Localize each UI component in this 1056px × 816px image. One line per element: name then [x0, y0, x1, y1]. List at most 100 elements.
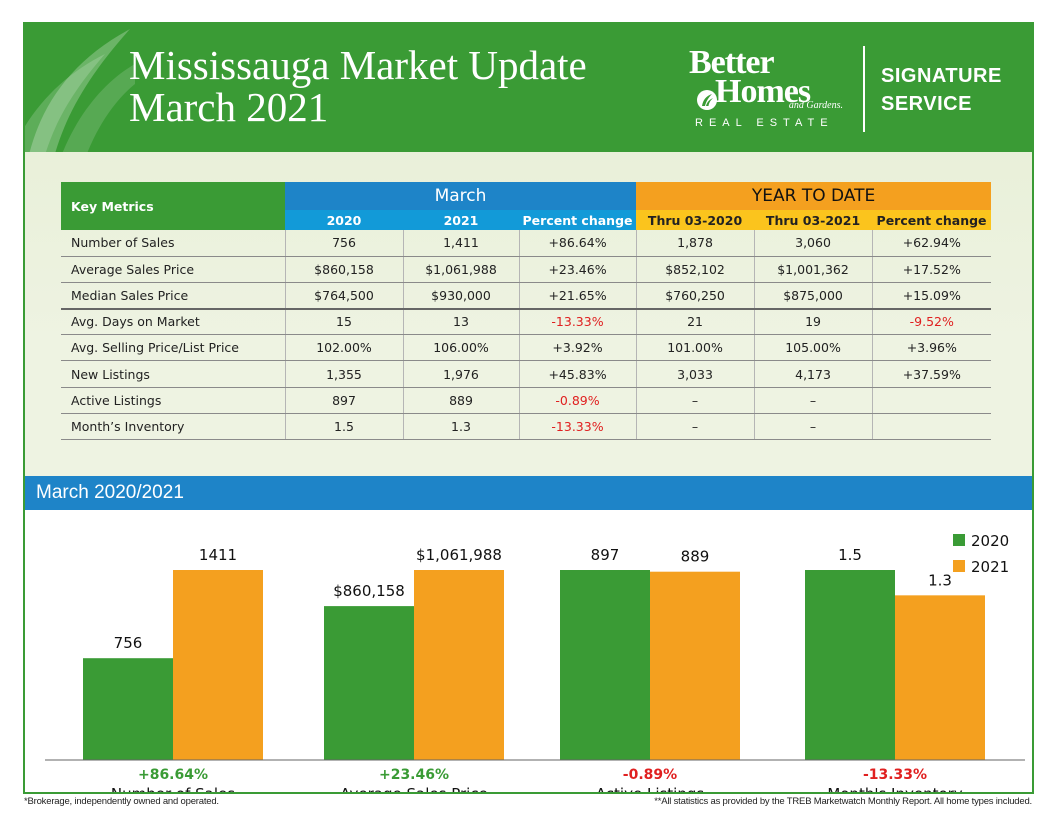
brand-line-2: Homes — [715, 73, 811, 110]
footer-statistics-note: **All statistics as provided by the TREB… — [654, 796, 1032, 807]
table-cell: 1.3 — [403, 413, 520, 441]
table-cell: +23.46% — [519, 256, 637, 283]
key-metrics-header: Key Metrics — [61, 182, 285, 230]
table-row: New Listings 1,355 1,976 +45.83% 3,033 4,173 +… — [61, 360, 992, 388]
category-label: Month's Inventory — [827, 785, 962, 794]
page-title: Mississauga Market Update March 2021 — [129, 44, 587, 128]
change-label: +23.46% — [379, 767, 449, 783]
bar-2020 — [83, 658, 173, 760]
table-row: Month’s Inventory 1.5 1.3 -13.33% – – — [61, 413, 992, 441]
ytd-group-header: YEAR TO DATE — [636, 182, 992, 210]
legend-swatch — [953, 560, 965, 572]
column-header: Percent change — [519, 210, 637, 230]
footer-brokerage-note: *Brokerage, independently owned and oper… — [24, 796, 219, 807]
bar-2020 — [805, 570, 895, 760]
metrics-body: Number of Sales 756 1,411 +86.64% 1,878 3,060… — [61, 230, 992, 441]
brand-line-1: Better — [689, 44, 775, 81]
table-cell: 1,976 — [403, 360, 520, 388]
title-line-2: March 2021 — [129, 84, 329, 130]
table-cell: $860,158 — [285, 256, 404, 283]
row-label: New Listings — [61, 360, 286, 388]
category-label: Number of Sales — [111, 785, 235, 794]
legend-label: 2020 — [971, 532, 1009, 550]
table-cell: 15 — [285, 308, 404, 336]
category-label: Active Listings — [596, 785, 705, 794]
row-label: Active Listings — [61, 387, 286, 414]
table-cell: -13.33% — [519, 413, 637, 441]
row-label: Average Sales Price — [61, 256, 286, 283]
table-cell: +15.09% — [872, 282, 992, 310]
bar-value-label: 1.3 — [928, 571, 952, 589]
bar-value-label: 1411 — [199, 546, 237, 564]
table-cell: -0.89% — [519, 387, 637, 414]
chart-area: 756 1411 +86.64% Number of Sales $860,158 $1,… — [25, 510, 1032, 794]
table-cell: -9.52% — [872, 308, 992, 336]
table-cell: 897 — [285, 387, 404, 414]
row-label: Month’s Inventory — [61, 413, 286, 441]
table-cell: -13.33% — [519, 308, 637, 336]
table-cell: 1,355 — [285, 360, 404, 388]
table-row: Active Listings 897 889 -0.89% – – — [61, 387, 992, 414]
table-cell: – — [636, 387, 755, 414]
table-cell: 101.00% — [636, 334, 755, 362]
table-cell: – — [754, 413, 873, 441]
table-cell: 102.00% — [285, 334, 404, 362]
legend-swatch — [953, 534, 965, 546]
row-label: Avg. Selling Price/List Price — [61, 334, 286, 362]
table-cell: $852,102 — [636, 256, 755, 283]
row-label: Avg. Days on Market — [61, 308, 286, 336]
table-cell: – — [754, 387, 873, 414]
table-cell: $760,250 — [636, 282, 755, 310]
table-cell — [872, 413, 992, 441]
table-cell: +45.83% — [519, 360, 637, 388]
bar-value-label: $860,158 — [333, 582, 405, 600]
change-label: -0.89% — [623, 767, 677, 783]
table-cell: 13 — [403, 308, 520, 336]
bar-value-label: $1,061,988 — [416, 546, 502, 564]
bar-2020 — [560, 570, 650, 760]
table-cell: +37.59% — [872, 360, 992, 388]
signature-line-2: SERVICE — [881, 93, 972, 115]
table-cell: $930,000 — [403, 282, 520, 310]
column-header: Thru 03-2020 — [636, 210, 755, 230]
table-cell: 3,033 — [636, 360, 755, 388]
bar-2021 — [414, 570, 504, 760]
table-cell: +17.52% — [872, 256, 992, 283]
table-cell: +3.92% — [519, 334, 637, 362]
table-cell: 4,173 — [754, 360, 873, 388]
row-label: Median Sales Price — [61, 282, 286, 310]
march-group-header: March — [285, 182, 637, 210]
table-cell: $764,500 — [285, 282, 404, 310]
table-cell: 19 — [754, 308, 873, 336]
brand-line-4: REAL ESTATE — [695, 117, 834, 129]
column-header: Percent change — [872, 210, 992, 230]
market-update-page: Mississauga Market Update March 2021 Bet… — [23, 22, 1034, 794]
brand-logo: Better Homes and Gardens. REAL ESTATE — [689, 44, 849, 130]
table-cell: $1,061,988 — [403, 256, 520, 283]
table-cell: 106.00% — [403, 334, 520, 362]
change-label: +86.64% — [138, 767, 208, 783]
comparison-bar-chart: 756 1411 +86.64% Number of Sales $860,158 $1,… — [45, 532, 1025, 794]
table-cell: 1,411 — [403, 230, 520, 257]
table-cell: 21 — [636, 308, 755, 336]
chart-band-title: March 2020/2021 — [25, 476, 1032, 510]
table-cell: – — [636, 413, 755, 441]
bar-value-label: 897 — [591, 546, 620, 564]
table-cell: +21.65% — [519, 282, 637, 310]
table-cell: 105.00% — [754, 334, 873, 362]
column-header: 2020 — [285, 210, 403, 230]
bar-2021 — [173, 570, 263, 760]
bar-value-label: 1.5 — [838, 546, 862, 564]
table-cell: 889 — [403, 387, 520, 414]
table-row: Median Sales Price $764,500 $930,000 +21.65… — [61, 282, 992, 310]
table-cell: +62.94% — [872, 230, 992, 257]
bar-2021 — [895, 595, 985, 760]
header: Mississauga Market Update March 2021 Bet… — [25, 24, 1032, 152]
table-cell: 756 — [285, 230, 404, 257]
table-row: Avg. Selling Price/List Price 102.00% 106.… — [61, 334, 992, 362]
brand-line-3: and Gardens. — [788, 100, 843, 111]
table-row: Number of Sales 756 1,411 +86.64% 1,878 3,060… — [61, 230, 992, 257]
column-header: Thru 03-2021 — [754, 210, 873, 230]
table-cell: +86.64% — [519, 230, 637, 257]
category-label: Average Sales Price — [340, 785, 488, 794]
